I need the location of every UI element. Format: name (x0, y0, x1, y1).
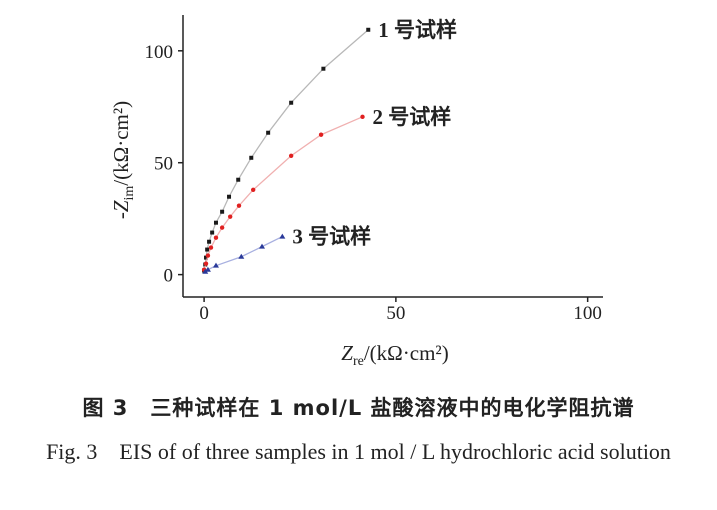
y-axis-label: -Zim/(kΩ·cm²) (109, 101, 137, 219)
point (236, 203, 242, 208)
point (205, 253, 211, 258)
point (249, 155, 254, 160)
point (259, 243, 266, 249)
caption-cn: 图 3 三种试样在 1 mol/L 盐酸溶液中的电化学阻抗谱 (82, 396, 635, 420)
point (227, 214, 233, 219)
point (213, 235, 219, 240)
x-label-rest: /(kΩ·cm²) (364, 341, 449, 365)
point (208, 245, 214, 250)
y-label-sub: im (122, 186, 137, 201)
point (279, 233, 286, 239)
point (212, 262, 219, 268)
point (207, 239, 212, 244)
point (360, 114, 365, 120)
y-label-rest: /(kΩ·cm²) (109, 101, 133, 186)
point (204, 266, 211, 272)
point (213, 220, 218, 225)
point (219, 225, 225, 230)
point (266, 130, 271, 135)
caption-en: Fig. 3 EIS of of three samples in 1 mol … (46, 439, 671, 464)
x-label-sub: re (353, 354, 364, 369)
series-label: 3 号试样 (292, 225, 371, 249)
point (227, 194, 232, 199)
point (289, 100, 294, 105)
point (288, 153, 294, 158)
y-label-main: -Z (109, 200, 133, 219)
point (210, 230, 215, 235)
x-axis-label: Zre/(kΩ·cm²) (341, 341, 448, 369)
point (366, 27, 371, 32)
x-tick-label: 0 (199, 303, 209, 324)
x-tick-label: 50 (386, 303, 405, 324)
y-tick-label: 50 (154, 154, 173, 175)
point (238, 253, 245, 259)
point (204, 255, 209, 260)
point (205, 247, 210, 252)
point (321, 66, 326, 71)
y-tick-label: 0 (164, 266, 174, 287)
series-label: 2 号试样 (373, 105, 452, 129)
x-tick-label: 100 (573, 303, 602, 324)
chart: Zre/(kΩ·cm²) -Zim/(kΩ·cm²) 0 50 1000501001… (109, 15, 603, 369)
point (250, 187, 256, 192)
x-label-main: Z (341, 341, 353, 365)
y-tick-label: 100 (145, 42, 174, 63)
series-label: 1 号试样 (378, 18, 457, 42)
point (220, 209, 225, 214)
point (318, 132, 324, 137)
point (203, 261, 209, 266)
point (236, 177, 241, 182)
